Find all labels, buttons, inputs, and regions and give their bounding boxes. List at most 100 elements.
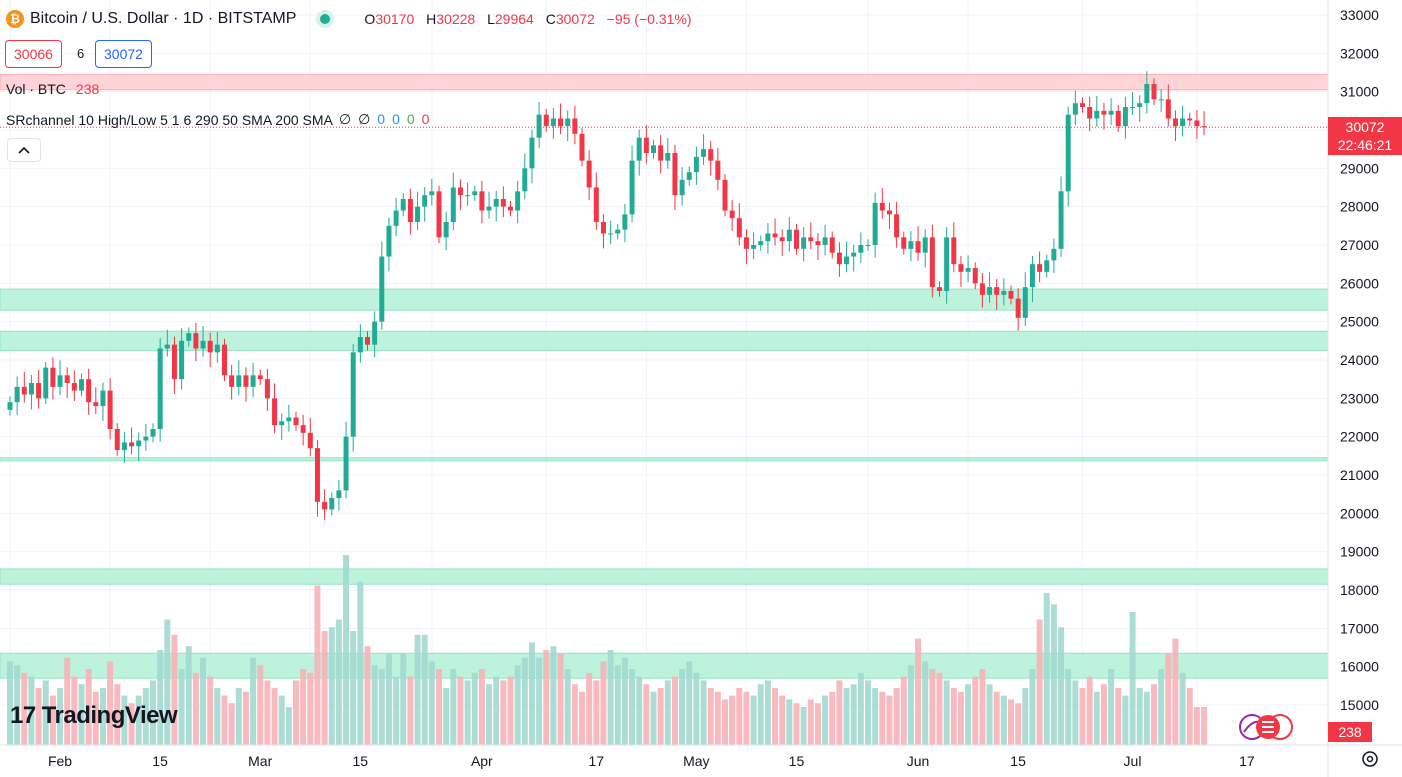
price-tick-label: 31000 bbox=[1340, 84, 1379, 100]
market-status-icon[interactable] bbox=[320, 14, 331, 24]
volume-bar bbox=[814, 703, 821, 745]
candle bbox=[400, 199, 406, 211]
candle bbox=[500, 199, 506, 207]
volume-bar bbox=[1072, 680, 1079, 745]
volume-bar bbox=[42, 680, 49, 745]
volume-bar bbox=[907, 665, 914, 745]
volume-bar bbox=[714, 691, 721, 745]
candle bbox=[951, 237, 957, 265]
volume-bar bbox=[1136, 688, 1143, 745]
volume-bar bbox=[793, 703, 800, 745]
volume-bar bbox=[929, 669, 936, 745]
volume-bar bbox=[579, 691, 585, 745]
candle bbox=[314, 448, 320, 502]
volume-bar bbox=[1065, 669, 1072, 745]
chevron-up-icon bbox=[18, 143, 30, 157]
candle bbox=[286, 417, 292, 422]
candle bbox=[794, 229, 799, 249]
candle bbox=[708, 149, 714, 161]
volume-bar bbox=[857, 672, 864, 745]
candle bbox=[865, 245, 871, 246]
spread-value: 6 bbox=[77, 46, 85, 61]
candle bbox=[457, 187, 463, 196]
candle bbox=[214, 344, 220, 353]
candle bbox=[636, 137, 642, 161]
volume-bar bbox=[471, 672, 478, 745]
volume-bar bbox=[550, 646, 557, 745]
time-tick-label: 15 bbox=[1010, 753, 1026, 769]
volume-bar bbox=[121, 695, 128, 745]
price-tick-label: 26000 bbox=[1340, 275, 1379, 291]
volume-bar bbox=[514, 665, 521, 745]
volume-legend[interactable]: Vol · BTC 238 bbox=[6, 81, 100, 97]
candle bbox=[715, 160, 721, 180]
volume-axis-label: 238 bbox=[1328, 722, 1372, 742]
volume-bar bbox=[636, 676, 643, 745]
volume-bar bbox=[1129, 612, 1136, 745]
candle bbox=[672, 153, 678, 196]
us-flag-icon[interactable] bbox=[1238, 712, 1296, 742]
candle bbox=[222, 344, 227, 376]
volume-bar bbox=[779, 695, 786, 745]
bitcoin-icon: ₿ bbox=[6, 10, 24, 28]
candle bbox=[1194, 120, 1200, 127]
volume-bar bbox=[478, 669, 485, 745]
candle bbox=[179, 340, 185, 380]
candle bbox=[171, 344, 177, 380]
volume-bar bbox=[1122, 695, 1129, 745]
volume-bar bbox=[107, 661, 114, 745]
candle bbox=[1201, 126, 1207, 128]
volume-bar bbox=[257, 665, 264, 745]
candle bbox=[28, 383, 34, 395]
candle bbox=[736, 218, 742, 238]
candle bbox=[272, 398, 278, 426]
volume-bar bbox=[443, 688, 450, 745]
volume-bar bbox=[164, 619, 171, 745]
srchannel-legend[interactable]: SRchannel 10 High/Low 5 1 6 290 50 SMA 2… bbox=[6, 111, 436, 128]
symbol-title[interactable]: Bitcoin / U.S. Dollar · 1D · BITSTAMP bbox=[30, 10, 297, 27]
volume-bar bbox=[142, 688, 149, 745]
candle bbox=[429, 191, 435, 196]
volume-bar bbox=[750, 695, 757, 745]
collapse-legend-button[interactable] bbox=[7, 138, 41, 162]
candle bbox=[157, 348, 163, 429]
candle bbox=[958, 264, 964, 272]
candle bbox=[71, 383, 77, 391]
candle bbox=[665, 153, 671, 161]
candle bbox=[193, 333, 199, 349]
volume-bar bbox=[593, 680, 600, 745]
srchannel-value: ∅ bbox=[358, 111, 371, 127]
tradingview-logo[interactable]: 17 TradingView bbox=[10, 702, 178, 729]
candle bbox=[486, 206, 492, 211]
candle bbox=[493, 199, 499, 207]
candle bbox=[586, 160, 592, 188]
buy-button[interactable]: 30072 bbox=[95, 40, 152, 68]
candle bbox=[1022, 287, 1028, 318]
candle bbox=[922, 237, 928, 253]
volume-bar bbox=[314, 585, 321, 745]
candle bbox=[1172, 118, 1178, 127]
candle bbox=[1101, 110, 1107, 115]
candle bbox=[1058, 191, 1064, 249]
volume-bar bbox=[92, 691, 99, 745]
sell-button[interactable]: 30066 bbox=[5, 40, 62, 68]
candle bbox=[336, 490, 342, 498]
volume-bar bbox=[950, 688, 957, 745]
volume-bar bbox=[400, 653, 407, 745]
candle bbox=[293, 417, 299, 426]
candle bbox=[558, 118, 564, 127]
volume-bar bbox=[407, 676, 414, 745]
volume-bar bbox=[843, 688, 850, 745]
price-tick-label: 20000 bbox=[1340, 505, 1379, 521]
candle bbox=[779, 237, 785, 242]
volume-bar bbox=[986, 684, 993, 745]
volume-bar bbox=[414, 634, 421, 745]
volume-bar bbox=[1079, 688, 1086, 745]
candle bbox=[243, 375, 249, 387]
volume-bar bbox=[192, 672, 199, 745]
candle bbox=[79, 379, 84, 391]
candle bbox=[679, 179, 685, 196]
settings-icon[interactable] bbox=[1360, 749, 1380, 769]
candle bbox=[858, 245, 864, 253]
